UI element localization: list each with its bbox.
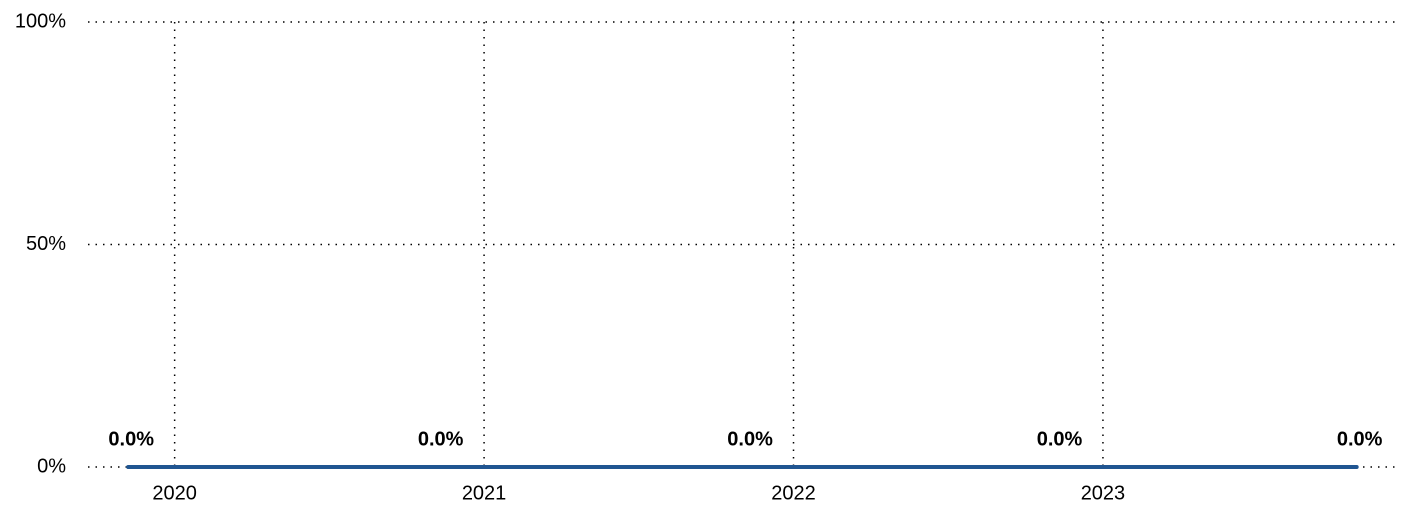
x-tick-label: 2022 — [771, 482, 816, 504]
data-label: 0.0% — [1037, 428, 1083, 450]
data-label: 0.0% — [1337, 428, 1383, 450]
y-tick-label: 0% — [37, 455, 66, 477]
data-label: 0.0% — [727, 428, 773, 450]
x-tick-label: 2023 — [1081, 482, 1126, 504]
y-tick-label: 100% — [15, 10, 66, 32]
x-tick-label: 2020 — [152, 482, 197, 504]
data-label: 0.0% — [418, 428, 464, 450]
x-tick-label: 2021 — [462, 482, 507, 504]
data-label: 0.0% — [108, 428, 154, 450]
y-tick-label: 50% — [26, 233, 66, 255]
